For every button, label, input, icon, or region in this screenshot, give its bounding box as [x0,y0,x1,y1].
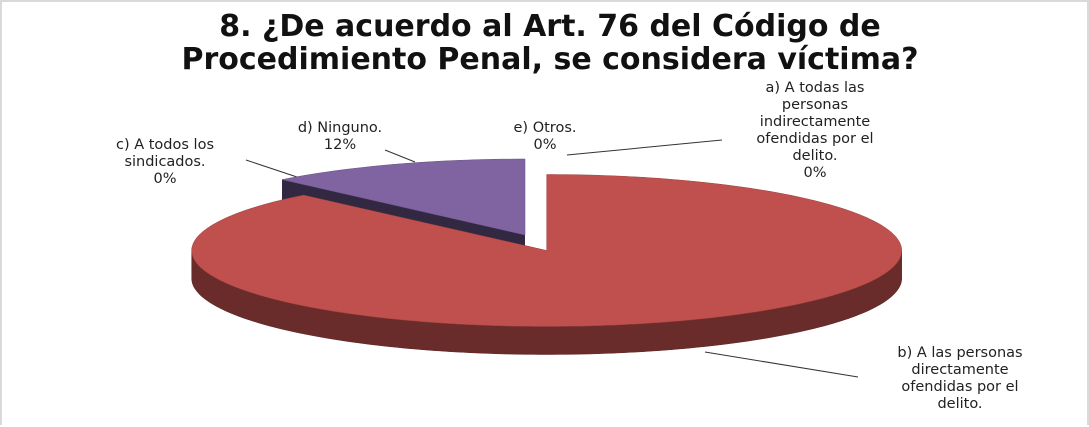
data-label: a) A todas las personas indirectamente o… [735,80,895,182]
data-label: d) Ninguno. 12% [270,120,410,154]
chart-title: 8. ¿De acuerdo al Art. 76 del Código de … [181,9,919,77]
data-label: e) Otros. 0% [490,120,600,154]
slice [281,158,526,236]
leader-line [384,149,416,163]
category-label: d) Ninguno. [297,120,383,136]
category-label: c) A todos los sindicados. [115,137,215,170]
category-label: b) A las personas directamente ofendidas… [897,345,1023,412]
category-label: e) Otros. [513,120,577,136]
slice-tops [191,158,902,327]
leader-line [566,139,723,156]
value-label: 0% [803,165,827,181]
leader-line [245,159,301,179]
slice [191,174,902,327]
value-label: 12% [323,137,357,153]
leader-lines [245,139,859,378]
category-label: a) A todas las personas indirectamente o… [756,80,874,164]
value-label: 0% [533,137,557,153]
data-label: c) A todos los sindicados. 0% [80,137,250,188]
data-label: b) A las personas directamente ofendidas… [880,345,1040,413]
value-label: 0% [153,171,177,187]
leader-line [704,351,859,378]
